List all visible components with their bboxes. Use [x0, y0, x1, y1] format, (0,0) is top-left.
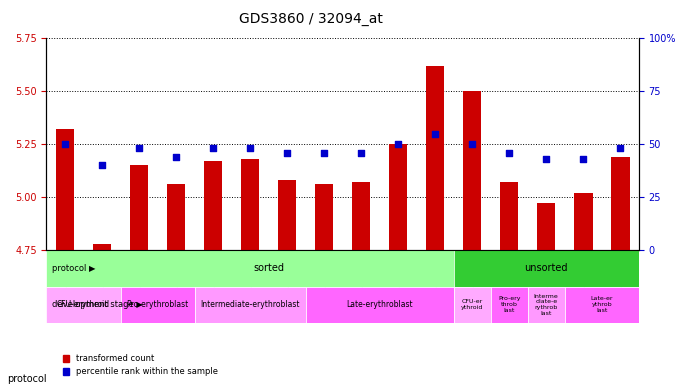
Bar	[56, 129, 74, 250]
Text: protocol ▶: protocol ▶	[53, 264, 96, 273]
Text: CFU-erythroid: CFU-erythroid	[57, 300, 110, 309]
Point	[540, 156, 551, 162]
Text: Late-er
ythrob
last: Late-er ythrob last	[591, 296, 613, 313]
Point	[578, 156, 589, 162]
Bar	[389, 144, 408, 250]
Text: CFU-er
ythroid: CFU-er ythroid	[461, 299, 484, 310]
Text: Late-erythroblast: Late-erythroblast	[346, 300, 413, 309]
Point	[59, 141, 70, 147]
Text: Pro-erythroblast: Pro-erythroblast	[126, 300, 189, 309]
Point	[97, 162, 108, 169]
Point	[207, 145, 218, 151]
Point	[504, 149, 515, 156]
Point	[133, 145, 144, 151]
Bar	[352, 182, 370, 250]
Bar	[204, 161, 223, 250]
Bar	[46, 286, 120, 323]
Text: GDS3860 / 32094_at: GDS3860 / 32094_at	[239, 12, 383, 25]
Bar	[120, 286, 195, 323]
Legend: transformed count, percentile rank within the sample: transformed count, percentile rank withi…	[59, 351, 221, 380]
Bar	[454, 250, 638, 286]
Text: protocol: protocol	[7, 374, 46, 384]
Point	[281, 149, 292, 156]
Bar	[537, 204, 556, 250]
Bar	[565, 286, 638, 323]
Text: Pro-ery
throb
last: Pro-ery throb last	[498, 296, 520, 313]
Point	[392, 141, 404, 147]
Bar	[93, 244, 111, 250]
Bar	[463, 91, 482, 250]
Bar	[278, 180, 296, 250]
Point	[245, 145, 256, 151]
Point	[430, 131, 441, 137]
Bar	[426, 66, 444, 250]
Text: development stage ▶: development stage ▶	[53, 300, 143, 309]
Bar	[167, 184, 185, 250]
Bar	[491, 286, 528, 323]
Point	[319, 149, 330, 156]
Bar	[241, 159, 259, 250]
Bar	[500, 182, 518, 250]
Bar	[574, 193, 592, 250]
Text: unsorted: unsorted	[524, 263, 568, 273]
Bar	[528, 286, 565, 323]
Bar	[315, 184, 333, 250]
Point	[356, 149, 367, 156]
Bar	[46, 250, 491, 286]
Bar	[195, 286, 305, 323]
Point	[615, 145, 626, 151]
Bar	[130, 166, 149, 250]
Bar	[305, 286, 454, 323]
Point	[171, 154, 182, 160]
Bar	[611, 157, 630, 250]
Text: Interme
diate-e
rythrob
last: Interme diate-e rythrob last	[534, 293, 558, 316]
Text: sorted: sorted	[253, 263, 284, 273]
Point	[466, 141, 477, 147]
Text: Intermediate-erythroblast: Intermediate-erythroblast	[200, 300, 300, 309]
Bar	[454, 286, 491, 323]
